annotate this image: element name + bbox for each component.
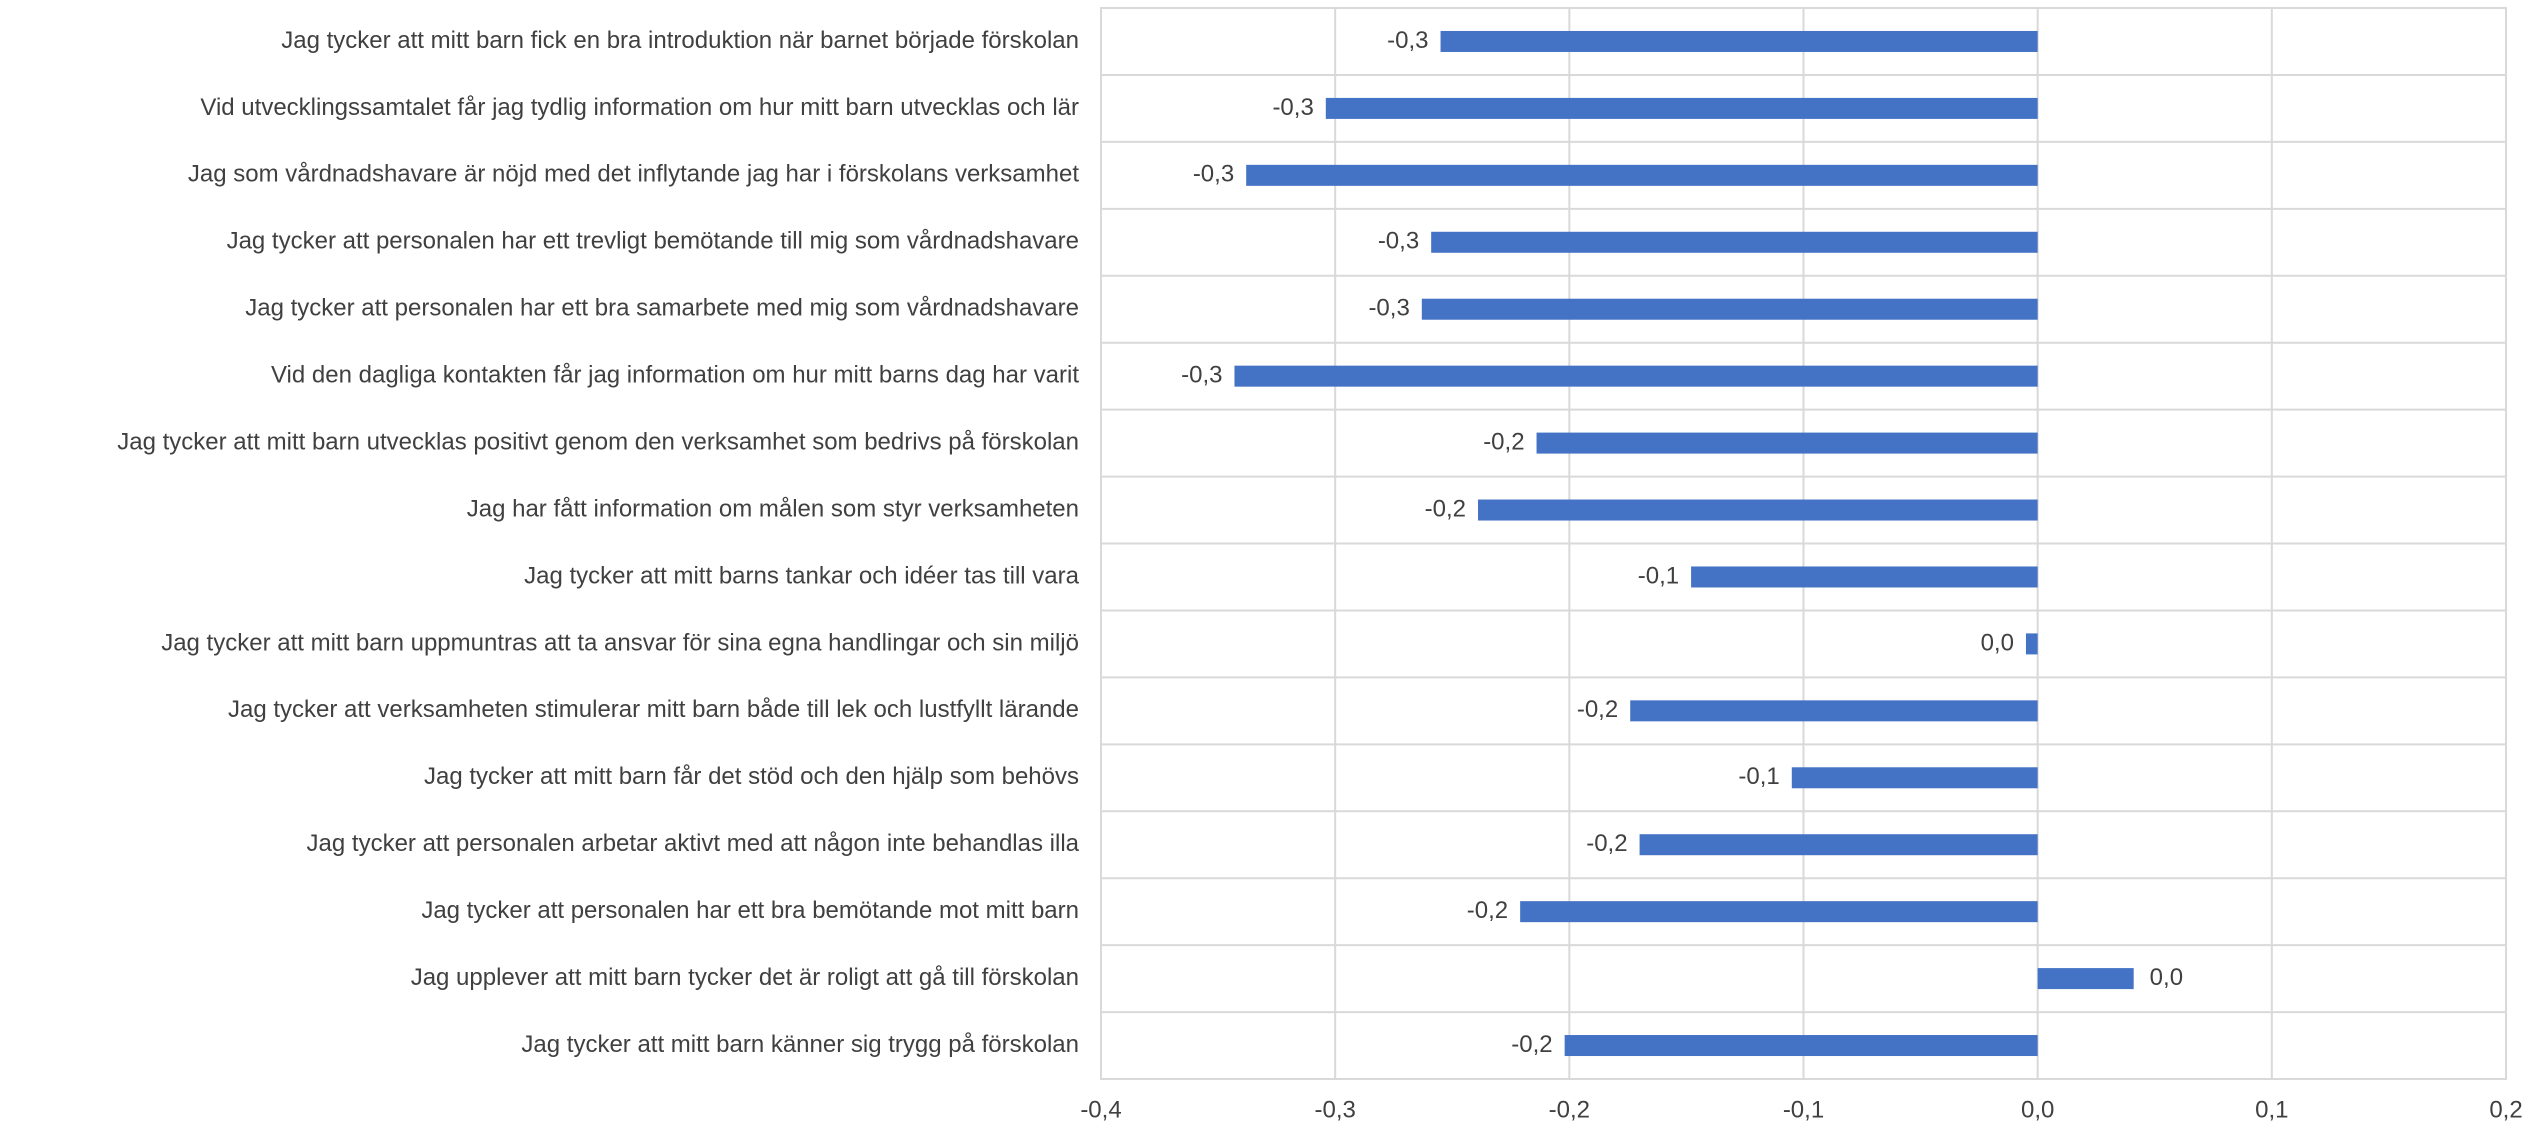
y-tick-label: Jag som vårdnadshavare är nöjd med det i… xyxy=(188,161,1079,188)
data-label: -0,3 xyxy=(1181,362,1222,389)
data-label: -0,3 xyxy=(1387,27,1428,54)
y-tick-label: Jag tycker att personalen har ett trevli… xyxy=(227,228,1079,255)
y-tick-label: Jag tycker att mitt barn utvecklas posit… xyxy=(117,428,1079,455)
data-label: -0,3 xyxy=(1378,228,1419,255)
bar xyxy=(1520,901,2038,923)
bar xyxy=(1478,499,2038,521)
bar xyxy=(1791,767,2038,789)
x-tick-label: 0,0 xyxy=(2021,1096,2054,1123)
y-tick-label: Jag tycker att mitt barn uppmuntras att … xyxy=(161,629,1079,656)
y-tick-label: Jag tycker att personalen har ett bra be… xyxy=(421,897,1079,924)
data-label: 0,0 xyxy=(1981,629,2014,656)
y-tick-label: Jag tycker att personalen arbetar aktivt… xyxy=(307,830,1080,857)
bar xyxy=(2037,968,2134,990)
y-tick-label: Jag tycker att personalen har ett bra sa… xyxy=(245,295,1079,322)
bar xyxy=(1440,30,2038,52)
bar xyxy=(1691,566,2038,588)
data-label: -0,2 xyxy=(1586,830,1627,857)
y-tick-label: Jag tycker att mitt barn känner sig tryg… xyxy=(521,1031,1079,1058)
y-tick-label: Jag tycker att mitt barns tankar och idé… xyxy=(524,562,1080,589)
data-label: -0,2 xyxy=(1511,1031,1552,1058)
bar xyxy=(1630,700,2038,722)
bar xyxy=(1639,834,2038,856)
data-label: -0,1 xyxy=(1738,763,1779,790)
data-label: -0,3 xyxy=(1193,161,1234,188)
bar xyxy=(1564,1035,2038,1057)
bar xyxy=(1431,231,2038,253)
data-label: -0,1 xyxy=(1638,562,1679,589)
bar xyxy=(1246,164,2038,186)
y-tick-label: Jag har fått information om målen som st… xyxy=(467,495,1079,522)
x-tick-label: 0,2 xyxy=(2489,1096,2522,1123)
data-label: -0,2 xyxy=(1467,897,1508,924)
x-tick-label: -0,4 xyxy=(1080,1096,1121,1123)
x-tick-label: -0,3 xyxy=(1314,1096,1355,1123)
data-label: -0,2 xyxy=(1483,428,1524,455)
data-label: -0,2 xyxy=(1425,495,1466,522)
bar xyxy=(1325,97,2038,119)
data-label: -0,3 xyxy=(1272,94,1313,121)
data-label: 0,0 xyxy=(2150,964,2183,991)
y-tick-label: Jag tycker att mitt barn fick en bra int… xyxy=(281,27,1079,54)
bar xyxy=(1536,432,2038,454)
bar xyxy=(2025,633,2038,655)
bar xyxy=(1421,298,2038,320)
y-tick-label: Vid den dagliga kontakten får jag inform… xyxy=(271,362,1079,389)
y-tick-label: Vid utvecklingssamtalet får jag tydlig i… xyxy=(200,94,1079,121)
x-tick-label: 0,1 xyxy=(2255,1096,2288,1123)
y-tick-label: Jag tycker att mitt barn får det stöd oc… xyxy=(424,763,1079,790)
data-label: -0,3 xyxy=(1368,295,1409,322)
y-tick-label: Jag upplever att mitt barn tycker det är… xyxy=(411,964,1079,991)
x-tick-label: -0,2 xyxy=(1549,1096,1590,1123)
data-label: -0,2 xyxy=(1577,696,1618,723)
x-tick-label: -0,1 xyxy=(1783,1096,1824,1123)
y-tick-label: Jag tycker att verksamheten stimulerar m… xyxy=(228,696,1079,723)
bar xyxy=(1234,365,2038,387)
